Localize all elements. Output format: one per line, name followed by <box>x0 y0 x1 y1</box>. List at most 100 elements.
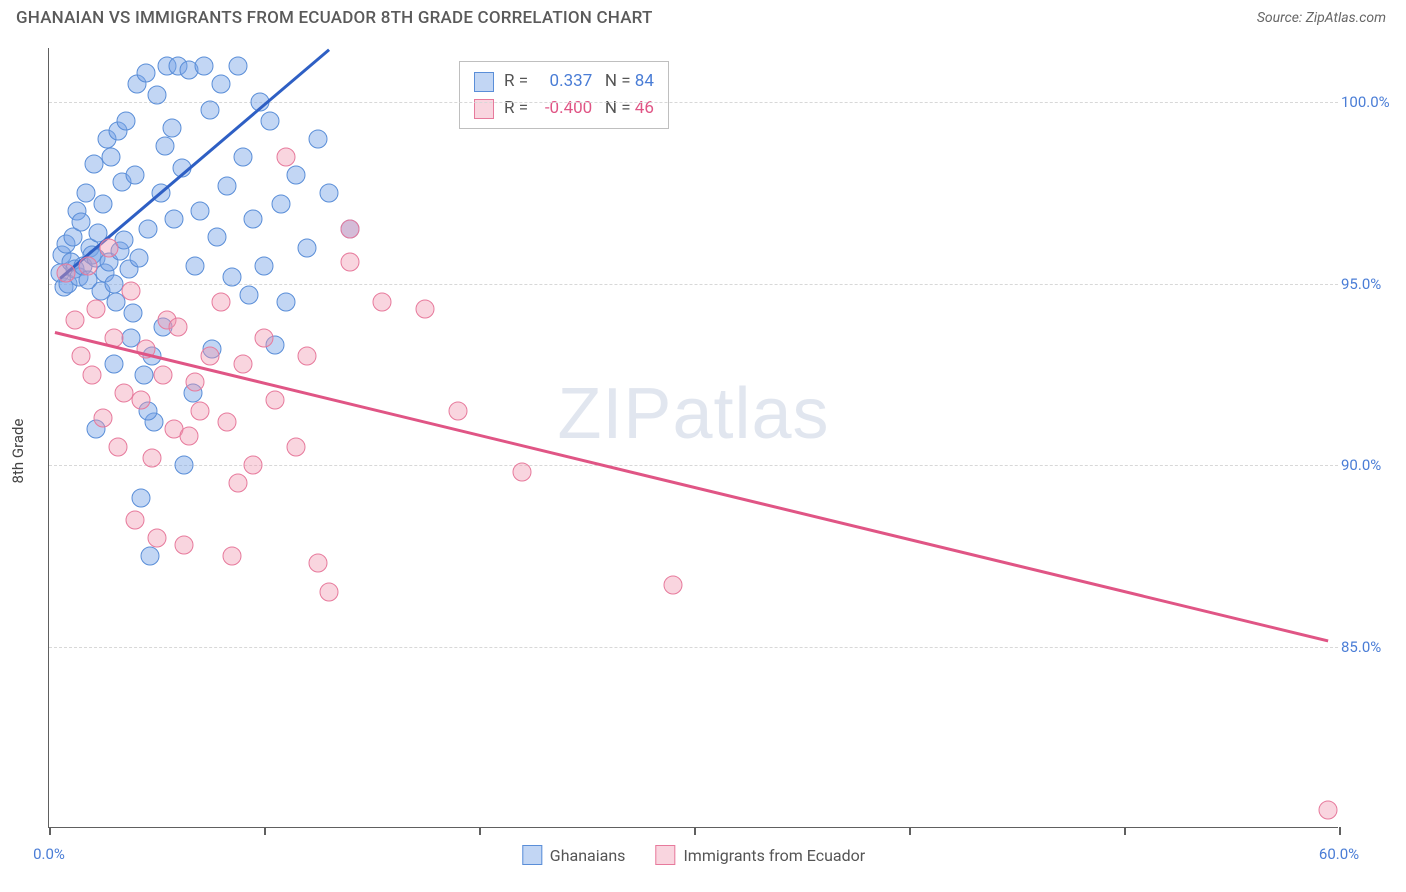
scatter-point <box>134 365 153 384</box>
scatter-point <box>1319 800 1338 819</box>
scatter-point <box>162 118 181 137</box>
scatter-point <box>212 292 231 311</box>
bottom-legend-label: Immigrants from Ecuador <box>683 846 865 865</box>
scatter-point <box>255 256 274 275</box>
scatter-point <box>308 129 327 148</box>
scatter-point <box>190 401 209 420</box>
scatter-point <box>201 100 220 119</box>
scatter-point <box>78 256 97 275</box>
legend-row: R = -0.400 N = 46 <box>474 95 654 122</box>
chart-title: GHANAIAN VS IMMIGRANTS FROM ECUADOR 8TH … <box>16 8 653 28</box>
scatter-point <box>175 536 194 555</box>
scatter-point <box>136 64 155 83</box>
scatter-point <box>123 303 142 322</box>
grid-line <box>49 284 1338 285</box>
scatter-point <box>663 575 682 594</box>
scatter-point <box>233 147 252 166</box>
x-tick <box>1339 827 1341 835</box>
y-tick-label: 90.0% <box>1341 456 1396 474</box>
scatter-point <box>276 292 295 311</box>
scatter-point <box>175 456 194 475</box>
scatter-point <box>373 292 392 311</box>
y-tick-label: 95.0% <box>1341 275 1396 293</box>
x-tick <box>49 827 51 835</box>
scatter-point <box>85 155 104 174</box>
scatter-point <box>222 546 241 565</box>
scatter-point <box>287 165 306 184</box>
scatter-point <box>126 165 145 184</box>
scatter-point <box>244 209 263 228</box>
x-tick <box>479 827 481 835</box>
scatter-point <box>341 253 360 272</box>
scatter-point <box>212 75 231 94</box>
scatter-point <box>233 354 252 373</box>
scatter-point <box>276 147 295 166</box>
scatter-point <box>132 390 151 409</box>
scatter-point <box>416 300 435 319</box>
grid-line <box>49 465 1338 466</box>
scatter-point <box>239 285 258 304</box>
grid-line <box>49 102 1338 103</box>
x-tick <box>909 827 911 835</box>
scatter-point <box>87 300 106 319</box>
scatter-point <box>72 347 91 366</box>
legend-swatch <box>474 72 494 92</box>
scatter-point <box>117 111 136 130</box>
x-tick-label: 60.0% <box>1319 845 1359 863</box>
scatter-point <box>513 463 532 482</box>
scatter-point <box>265 390 284 409</box>
scatter-point <box>147 528 166 547</box>
scatter-point <box>143 448 162 467</box>
scatter-point <box>138 220 157 239</box>
scatter-point <box>319 583 338 602</box>
scatter-point <box>448 401 467 420</box>
scatter-point <box>194 57 213 76</box>
scatter-point <box>169 318 188 337</box>
scatter-point <box>121 282 140 301</box>
scatter-point <box>102 147 121 166</box>
correlation-legend: R = 0.337 N = 84R = -0.400 N = 46 <box>459 61 669 129</box>
legend-stats: R = -0.400 N = 46 <box>504 95 654 122</box>
scatter-point <box>341 220 360 239</box>
scatter-point <box>164 209 183 228</box>
scatter-point <box>156 136 175 155</box>
scatter-point <box>65 311 84 330</box>
scatter-point <box>76 184 95 203</box>
scatter-point <box>261 111 280 130</box>
scatter-point <box>72 213 91 232</box>
scatter-point <box>83 365 102 384</box>
scatter-point <box>104 354 123 373</box>
scatter-point <box>186 256 205 275</box>
scatter-point <box>222 267 241 286</box>
scatter-point <box>244 456 263 475</box>
source-attribution: Source: ZipAtlas.com <box>1257 10 1386 26</box>
scatter-point <box>229 474 248 493</box>
bottom-legend-item: Immigrants from Ecuador <box>655 845 865 865</box>
legend-stats: R = 0.337 N = 84 <box>504 68 654 95</box>
scatter-point <box>287 438 306 457</box>
x-tick-label: 0.0% <box>33 845 65 863</box>
scatter-point <box>272 195 291 214</box>
scatter-point <box>298 347 317 366</box>
scatter-point <box>93 195 112 214</box>
series-legend: Ghanaians Immigrants from Ecuador <box>522 845 865 865</box>
scatter-point <box>298 238 317 257</box>
x-tick <box>1124 827 1126 835</box>
scatter-point <box>229 57 248 76</box>
scatter-point <box>190 202 209 221</box>
x-tick <box>264 827 266 835</box>
scatter-point <box>153 365 172 384</box>
scatter-point <box>255 329 274 348</box>
bottom-legend-item: Ghanaians <box>522 845 626 865</box>
grid-line <box>49 647 1338 648</box>
y-axis-label: 8th Grade <box>9 419 27 484</box>
watermark: ZIPatlas <box>557 373 829 455</box>
scatter-point <box>108 438 127 457</box>
scatter-point <box>57 263 76 282</box>
scatter-point <box>179 427 198 446</box>
scatter-point <box>130 249 149 268</box>
scatter-point <box>93 409 112 428</box>
scatter-point <box>115 383 134 402</box>
y-tick-label: 85.0% <box>1341 638 1396 656</box>
scatter-point <box>201 347 220 366</box>
